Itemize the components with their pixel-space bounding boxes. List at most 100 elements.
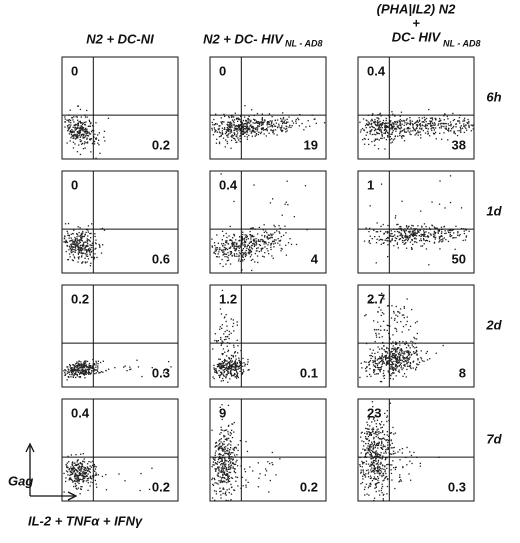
event-dot: [419, 123, 421, 125]
event-dot: [375, 363, 377, 365]
event-dot: [80, 239, 82, 241]
event-dot: [228, 367, 231, 369]
event-dot: [397, 223, 399, 226]
event-dot: [403, 373, 406, 375]
event-dot: [377, 467, 379, 470]
event-dot: [227, 475, 229, 477]
event-dot: [274, 231, 276, 234]
event-dot: [369, 448, 371, 450]
event-dot: [222, 455, 224, 457]
event-dot: [220, 173, 222, 175]
event-dot: [84, 467, 86, 469]
event-dot: [83, 471, 85, 473]
event-dot: [370, 357, 372, 360]
event-dot: [364, 436, 367, 438]
event-dot: [429, 135, 431, 137]
event-dot: [221, 448, 223, 450]
event-dot: [83, 134, 85, 137]
event-dot: [419, 462, 421, 464]
event-dot: [382, 499, 384, 501]
event-dot: [254, 128, 257, 131]
event-dot: [219, 308, 222, 310]
event-dot: [270, 243, 272, 245]
event-dot: [73, 476, 76, 478]
event-dot: [74, 240, 76, 242]
event-dot: [378, 126, 380, 129]
event-dot: [77, 126, 79, 129]
event-dot: [233, 116, 235, 118]
event-dot: [272, 198, 274, 200]
event-dot: [219, 364, 222, 366]
event-dot: [104, 140, 106, 142]
event-dot: [250, 236, 252, 238]
event-dot: [67, 129, 70, 131]
event-dot: [221, 243, 223, 245]
event-dot: [392, 378, 394, 380]
event-dot: [443, 237, 445, 239]
event-dot: [238, 125, 240, 127]
event-dot: [215, 442, 217, 444]
event-dot: [234, 368, 237, 370]
event-dot: [391, 366, 394, 368]
event-dot: [77, 124, 79, 126]
event-dot: [232, 374, 234, 377]
event-dot: [229, 130, 231, 132]
event-dot: [386, 357, 389, 359]
event-dot: [81, 237, 83, 240]
event-dot: [95, 243, 97, 245]
event-dot: [94, 468, 97, 470]
event-dot: [391, 232, 393, 235]
event-dot: [396, 330, 398, 332]
event-dot: [86, 251, 88, 253]
event-dot: [269, 462, 271, 465]
event-dot: [369, 444, 371, 447]
event-dot: [389, 444, 391, 446]
event-dot: [381, 133, 383, 135]
event-dot: [83, 143, 85, 145]
event-dot: [379, 454, 381, 456]
event-dot: [241, 238, 244, 240]
event-dot: [241, 373, 243, 376]
event-dot: [218, 142, 221, 145]
event-dot: [398, 360, 400, 362]
event-dot: [93, 370, 95, 372]
event-dot: [425, 231, 427, 233]
event-dot: [82, 366, 84, 368]
event-dot: [85, 127, 87, 129]
event-dot: [84, 123, 86, 126]
event-dot: [389, 359, 392, 361]
event-dot: [67, 471, 69, 473]
event-dot: [415, 338, 418, 340]
event-dot: [377, 469, 379, 472]
event-dot: [89, 247, 91, 249]
event-dot: [83, 458, 85, 460]
event-dot: [87, 467, 89, 470]
event-dot: [236, 128, 238, 130]
event-dot: [237, 125, 239, 128]
event-dot: [423, 116, 425, 118]
event-dot: [97, 367, 99, 369]
event-dot: [71, 249, 73, 252]
event-dot: [287, 121, 289, 123]
event-dot: [285, 121, 288, 123]
event-dot: [380, 325, 382, 327]
event-dot: [91, 367, 93, 370]
lower-right-percent: 0.3: [152, 365, 170, 380]
event-dot: [386, 347, 388, 350]
event-dot: [405, 350, 407, 352]
event-dot: [242, 248, 245, 250]
event-dot: [79, 121, 81, 124]
event-dot: [240, 246, 242, 248]
event-dot: [74, 134, 76, 136]
event-dot: [395, 354, 397, 356]
event-dot: [85, 249, 88, 252]
event-dot: [449, 233, 451, 236]
event-dot: [224, 429, 226, 431]
event-dot: [251, 125, 253, 128]
event-dot: [239, 137, 241, 140]
event-dot: [366, 421, 368, 423]
event-dot: [70, 243, 72, 246]
event-dot: [82, 128, 84, 130]
event-dot: [72, 141, 75, 143]
event-dot: [80, 369, 83, 371]
